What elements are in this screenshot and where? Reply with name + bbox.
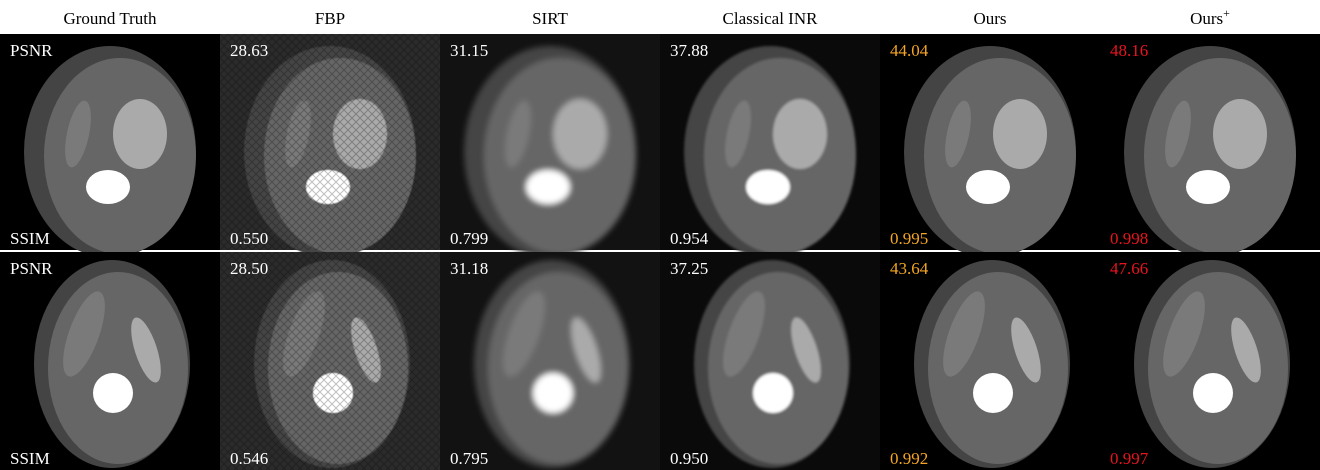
phantom [914, 260, 1070, 468]
phantom-region [1193, 373, 1233, 413]
ssim-value: 0.997 [1110, 449, 1149, 468]
column-title-text: Ground Truth [63, 9, 157, 28]
column-title-text: Ours [973, 9, 1006, 28]
ssim-value: 0.950 [670, 449, 708, 468]
phantom-region [553, 99, 607, 169]
metric-label: SSIM [10, 449, 50, 468]
column-title-text: Ours [1190, 9, 1223, 28]
psnr-value: 28.50 [230, 259, 268, 278]
figure: Ground Truth PSNR SSIM PSNR SSIM FBP 28.63 0.55… [0, 0, 1320, 470]
phantom-region [1213, 99, 1267, 169]
phantom-region [973, 373, 1013, 413]
column-title-text: Classical INR [723, 9, 819, 28]
phantom-region [966, 170, 1010, 204]
psnr-value: 31.18 [450, 259, 488, 278]
psnr-value: 31.15 [450, 41, 488, 60]
column-title: SIRT [532, 9, 568, 28]
ssim-value: 0.795 [450, 449, 488, 468]
metric-label: SSIM [10, 229, 50, 248]
phantom [684, 46, 856, 258]
phantom [1134, 260, 1290, 468]
psnr-value: 37.25 [670, 259, 708, 278]
phantom [24, 46, 196, 258]
streak-artifacts [220, 252, 440, 470]
phantom [464, 46, 636, 258]
image-cell [220, 34, 440, 258]
image-cell [440, 34, 660, 258]
phantom-region [1186, 170, 1230, 204]
phantom-region [526, 170, 570, 204]
ssim-value: 0.992 [890, 449, 928, 468]
column-title-sup: + [1223, 6, 1230, 20]
ssim-value: 0.799 [450, 229, 488, 248]
image-cell [1100, 34, 1320, 258]
phantom [34, 260, 190, 468]
image-cell [1100, 252, 1320, 470]
phantom [904, 46, 1076, 258]
image-cell [0, 252, 220, 470]
column-title: FBP [315, 9, 345, 28]
image-cell [880, 34, 1100, 258]
phantom-region [93, 373, 133, 413]
column-title-text: SIRT [532, 9, 568, 28]
psnr-value: 37.88 [670, 41, 708, 60]
phantom [694, 260, 850, 468]
ssim-value: 0.954 [670, 229, 709, 248]
psnr-value: 43.64 [890, 259, 929, 278]
column-title: Ours+ [1190, 6, 1230, 28]
image-cell [440, 252, 660, 470]
image-cell [880, 252, 1100, 470]
image-cell [220, 252, 440, 470]
phantom-region [533, 373, 573, 413]
phantom-region [86, 170, 130, 204]
image-cell [660, 252, 880, 470]
phantom-region [753, 373, 793, 413]
metric-label: PSNR [10, 41, 53, 60]
ssim-value: 0.546 [230, 449, 268, 468]
phantom-region [993, 99, 1047, 169]
psnr-value: 47.66 [1110, 259, 1148, 278]
phantom-region [746, 170, 790, 204]
ssim-value: 0.998 [1110, 229, 1148, 248]
ssim-value: 0.995 [890, 229, 928, 248]
column-title-text: FBP [315, 9, 345, 28]
phantom [474, 260, 630, 468]
phantom-region [773, 99, 827, 169]
column-title: Ours [973, 9, 1006, 28]
column-title: Ground Truth [63, 9, 157, 28]
streak-artifacts [220, 34, 440, 250]
psnr-value: 44.04 [890, 41, 929, 60]
ssim-value: 0.550 [230, 229, 268, 248]
psnr-value: 48.16 [1110, 41, 1148, 60]
phantom [1124, 46, 1296, 258]
psnr-value: 28.63 [230, 41, 268, 60]
image-cell [0, 34, 220, 258]
image-cell [660, 34, 880, 258]
column-title: Classical INR [723, 9, 819, 28]
phantom-region [113, 99, 167, 169]
metric-label: PSNR [10, 259, 53, 278]
